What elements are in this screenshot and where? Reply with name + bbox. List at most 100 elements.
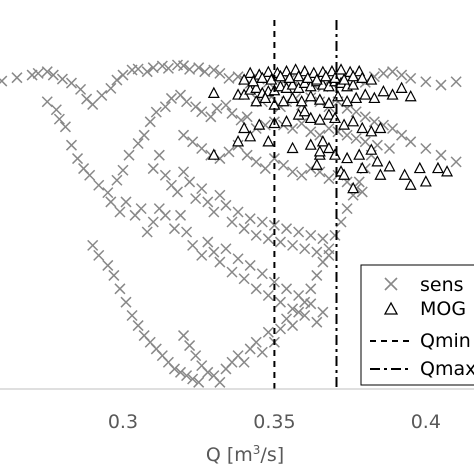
sens-point [287, 320, 299, 332]
sens-point [386, 66, 399, 78]
sens-point [56, 73, 68, 85]
sens-point [435, 149, 447, 161]
sens-point [226, 266, 238, 278]
sens-point [196, 249, 208, 261]
sens-point [114, 206, 126, 218]
sens-point [132, 320, 144, 332]
mog-point [301, 71, 314, 83]
sens-point [199, 66, 211, 78]
mog-point [368, 91, 381, 104]
mog-point [319, 69, 332, 82]
sens-point [53, 113, 65, 125]
legend-marker-mog [383, 301, 399, 315]
sens-point [356, 186, 368, 198]
mog-point [313, 113, 326, 125]
mog-point [359, 88, 372, 100]
mog-point [374, 121, 387, 134]
mog-point [277, 94, 290, 107]
mog-point [350, 91, 363, 104]
sens-point [280, 283, 293, 295]
sens-point [202, 366, 214, 378]
sens-point [132, 137, 144, 150]
sens-point [87, 239, 99, 251]
mog-point [335, 63, 348, 75]
sens-point [72, 153, 84, 165]
sens-point [178, 60, 190, 72]
mog-point [316, 135, 329, 147]
sens-point [250, 229, 262, 241]
sens-point [420, 142, 432, 155]
sens-point [299, 296, 311, 308]
sens-point [208, 246, 220, 258]
sens-point [280, 223, 293, 235]
mog-point [356, 161, 369, 174]
mog-point [356, 121, 369, 134]
mog-point [253, 118, 266, 130]
legend-label-qmax: Qmax [420, 358, 474, 380]
sens-point [305, 298, 317, 310]
sens-point [268, 276, 280, 288]
sens-point [41, 66, 53, 78]
sens-point [341, 203, 353, 215]
legend-label-sens: sens [420, 274, 464, 296]
sens-point [250, 336, 262, 348]
sens-point [135, 203, 147, 215]
sens-point [293, 306, 305, 318]
sens-point [450, 156, 462, 168]
sens-point [178, 166, 190, 178]
sens-point [32, 67, 44, 79]
sens-point [238, 223, 250, 235]
sens-point [117, 69, 129, 81]
mog-point [286, 141, 299, 154]
sens-point [396, 69, 408, 81]
sens-point [350, 106, 362, 118]
reference-lines [273, 20, 338, 389]
sens-point [420, 76, 432, 88]
sens-point [262, 326, 274, 338]
mog-point [244, 130, 257, 142]
sens-point [159, 209, 171, 221]
sens-point [359, 111, 371, 123]
sens-point [102, 259, 114, 271]
sens-point [187, 136, 199, 148]
mog-point [238, 73, 251, 85]
sens-point [187, 373, 199, 385]
series-mog [207, 63, 454, 194]
sens-point [117, 164, 129, 176]
sens-point [153, 149, 165, 161]
mog-point [250, 94, 263, 107]
sens-point [238, 273, 250, 285]
sens-point [241, 149, 253, 161]
mog-point [386, 88, 399, 100]
mog-point [347, 78, 360, 90]
sens-point [317, 306, 329, 318]
sens-point [75, 83, 87, 95]
legend-label-qmin: Qmin [420, 330, 471, 352]
x-axis-title-sup: 3 [253, 443, 261, 457]
mog-point [365, 143, 378, 155]
sens-point [371, 139, 383, 151]
legend: sens MOG Qmin Qmax [360, 264, 474, 386]
sens-point [377, 67, 389, 79]
sens-point [305, 283, 317, 295]
mog-point [304, 111, 317, 124]
mog-point [413, 161, 426, 174]
sens-point [323, 122, 335, 135]
sens-point [47, 69, 59, 81]
mog-point [280, 115, 293, 127]
sens-point [93, 249, 105, 261]
sens-point [435, 79, 447, 91]
sens-point [341, 129, 353, 141]
sens-point [178, 330, 190, 342]
sens-point [196, 183, 208, 195]
sens-point [159, 169, 171, 181]
sens-point [59, 121, 71, 133]
mog-point [404, 89, 417, 102]
sens-point [190, 193, 202, 205]
mog-point [431, 161, 444, 174]
sens-point [220, 243, 232, 255]
sens-point [329, 229, 341, 241]
mog-point [283, 71, 296, 83]
x-tick-label: 0.35 [253, 411, 295, 433]
